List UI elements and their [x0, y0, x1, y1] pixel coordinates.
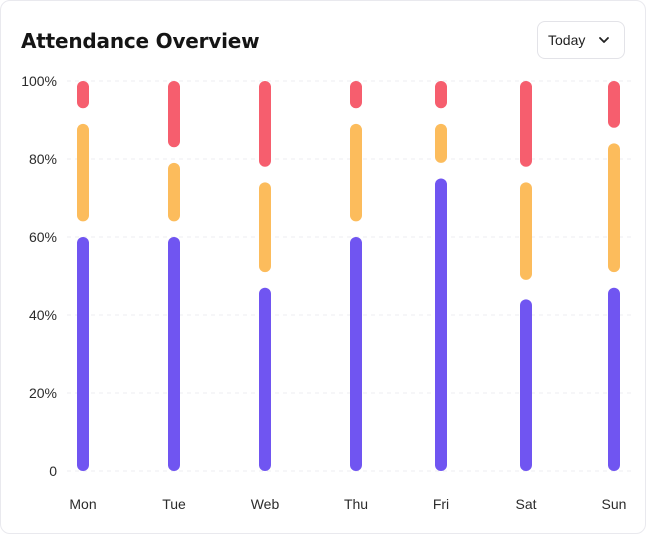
bar-segment-thu-0[interactable] — [350, 237, 362, 471]
bar-segment-sun-2[interactable] — [608, 81, 620, 128]
bar-segment-fri-1[interactable] — [435, 123, 447, 163]
x-tick-label: Web — [251, 496, 280, 512]
bar-segment-web-2[interactable] — [259, 81, 271, 167]
bar-segment-thu-1[interactable] — [350, 123, 362, 222]
bar-segment-tue-0[interactable] — [168, 237, 180, 471]
bar-segment-fri-0[interactable] — [435, 178, 447, 472]
x-tick-label: Tue — [162, 496, 186, 512]
bar-segment-mon-1[interactable] — [77, 123, 89, 222]
x-tick-label: Mon — [69, 496, 96, 512]
period-dropdown[interactable]: Today — [537, 21, 625, 59]
bar-segment-mon-2[interactable] — [77, 81, 89, 109]
x-tick-label: Thu — [344, 496, 368, 512]
y-tick-label: 20% — [29, 385, 57, 401]
bar-segment-thu-2[interactable] — [350, 81, 362, 109]
card-title: Attendance Overview — [21, 29, 260, 53]
bar-segment-web-0[interactable] — [259, 287, 271, 471]
bar-segment-sat-2[interactable] — [520, 81, 532, 167]
bar-segment-sat-0[interactable] — [520, 299, 532, 471]
x-tick-label: Sat — [515, 496, 536, 512]
bar-segment-sat-1[interactable] — [520, 182, 532, 280]
period-dropdown-label: Today — [548, 32, 586, 48]
y-tick-label: 80% — [29, 151, 57, 167]
bar-segment-mon-0[interactable] — [77, 237, 89, 471]
bar-segment-sun-0[interactable] — [608, 287, 620, 471]
x-tick-label: Sun — [602, 496, 627, 512]
bar-segment-web-1[interactable] — [259, 182, 271, 273]
bar-segment-tue-2[interactable] — [168, 81, 180, 148]
chevron-down-icon — [599, 37, 609, 43]
bar-segment-fri-2[interactable] — [435, 81, 447, 109]
bar-segment-sun-1[interactable] — [608, 143, 620, 273]
y-tick-label: 0 — [49, 463, 57, 479]
bar-segment-tue-1[interactable] — [168, 162, 180, 222]
y-tick-label: 100% — [21, 73, 57, 89]
x-tick-label: Fri — [433, 496, 449, 512]
y-tick-label: 60% — [29, 229, 57, 245]
y-tick-label: 40% — [29, 307, 57, 323]
